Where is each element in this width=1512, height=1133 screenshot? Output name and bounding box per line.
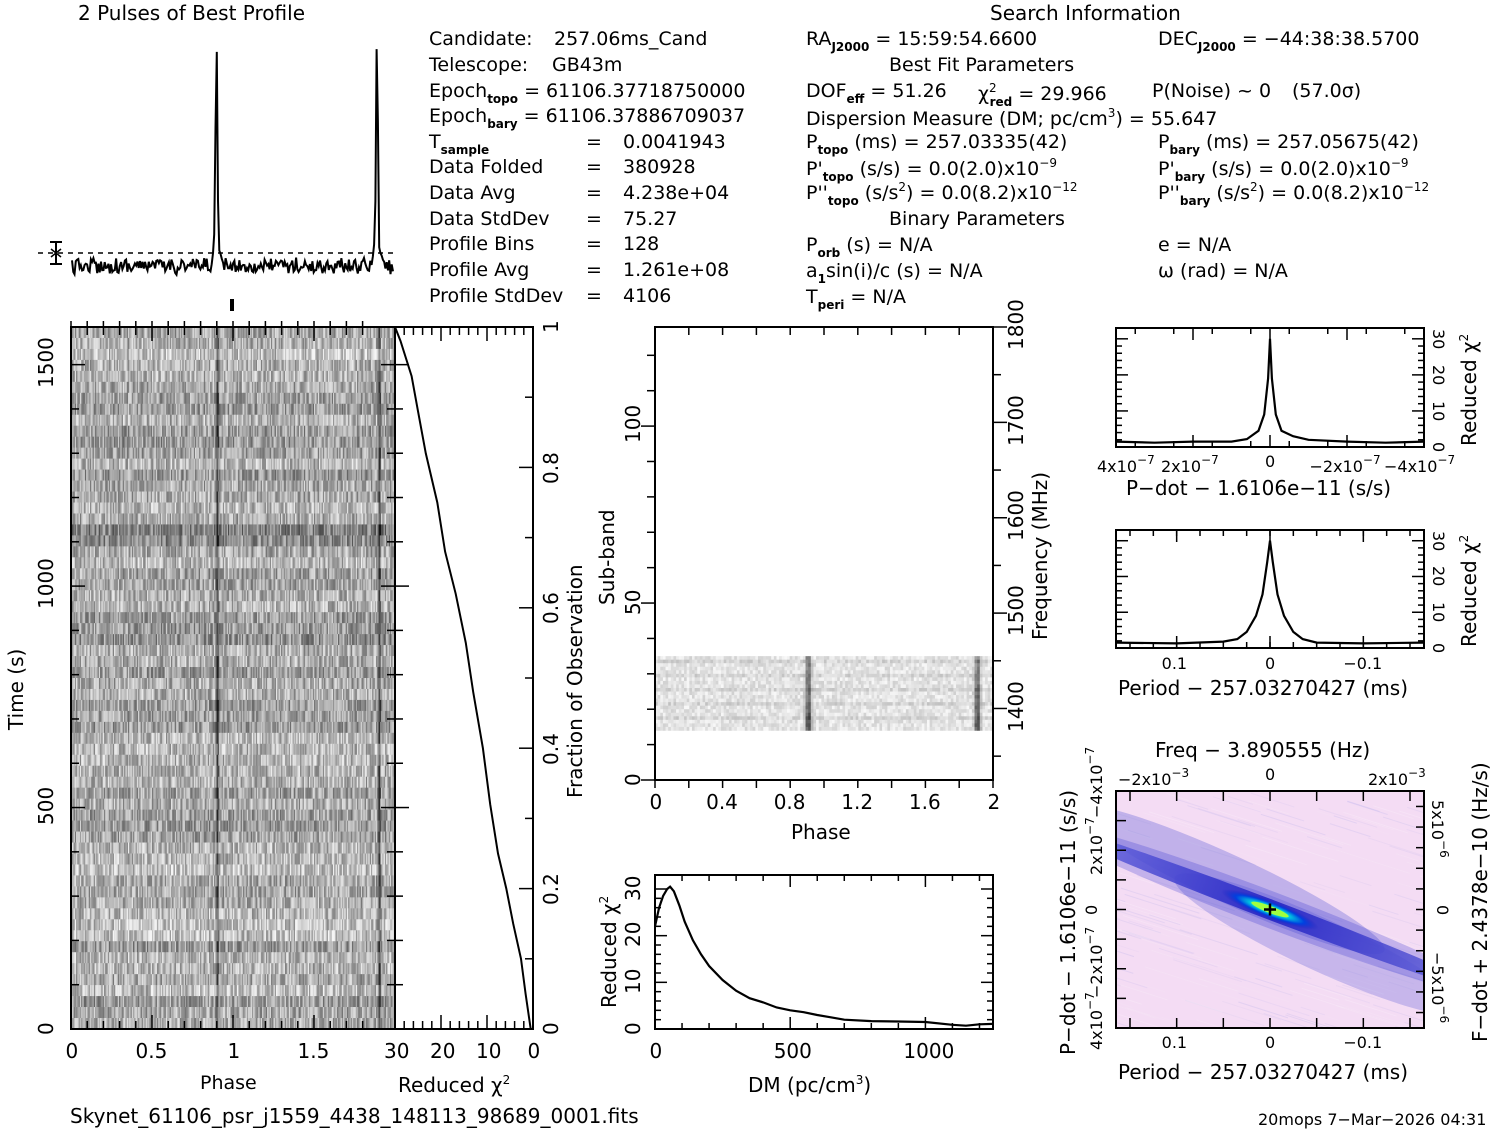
profile-plot	[38, 49, 395, 311]
peak-marker	[230, 299, 234, 311]
profile-line	[72, 49, 393, 275]
time-phase-heatmap	[71, 327, 395, 1029]
